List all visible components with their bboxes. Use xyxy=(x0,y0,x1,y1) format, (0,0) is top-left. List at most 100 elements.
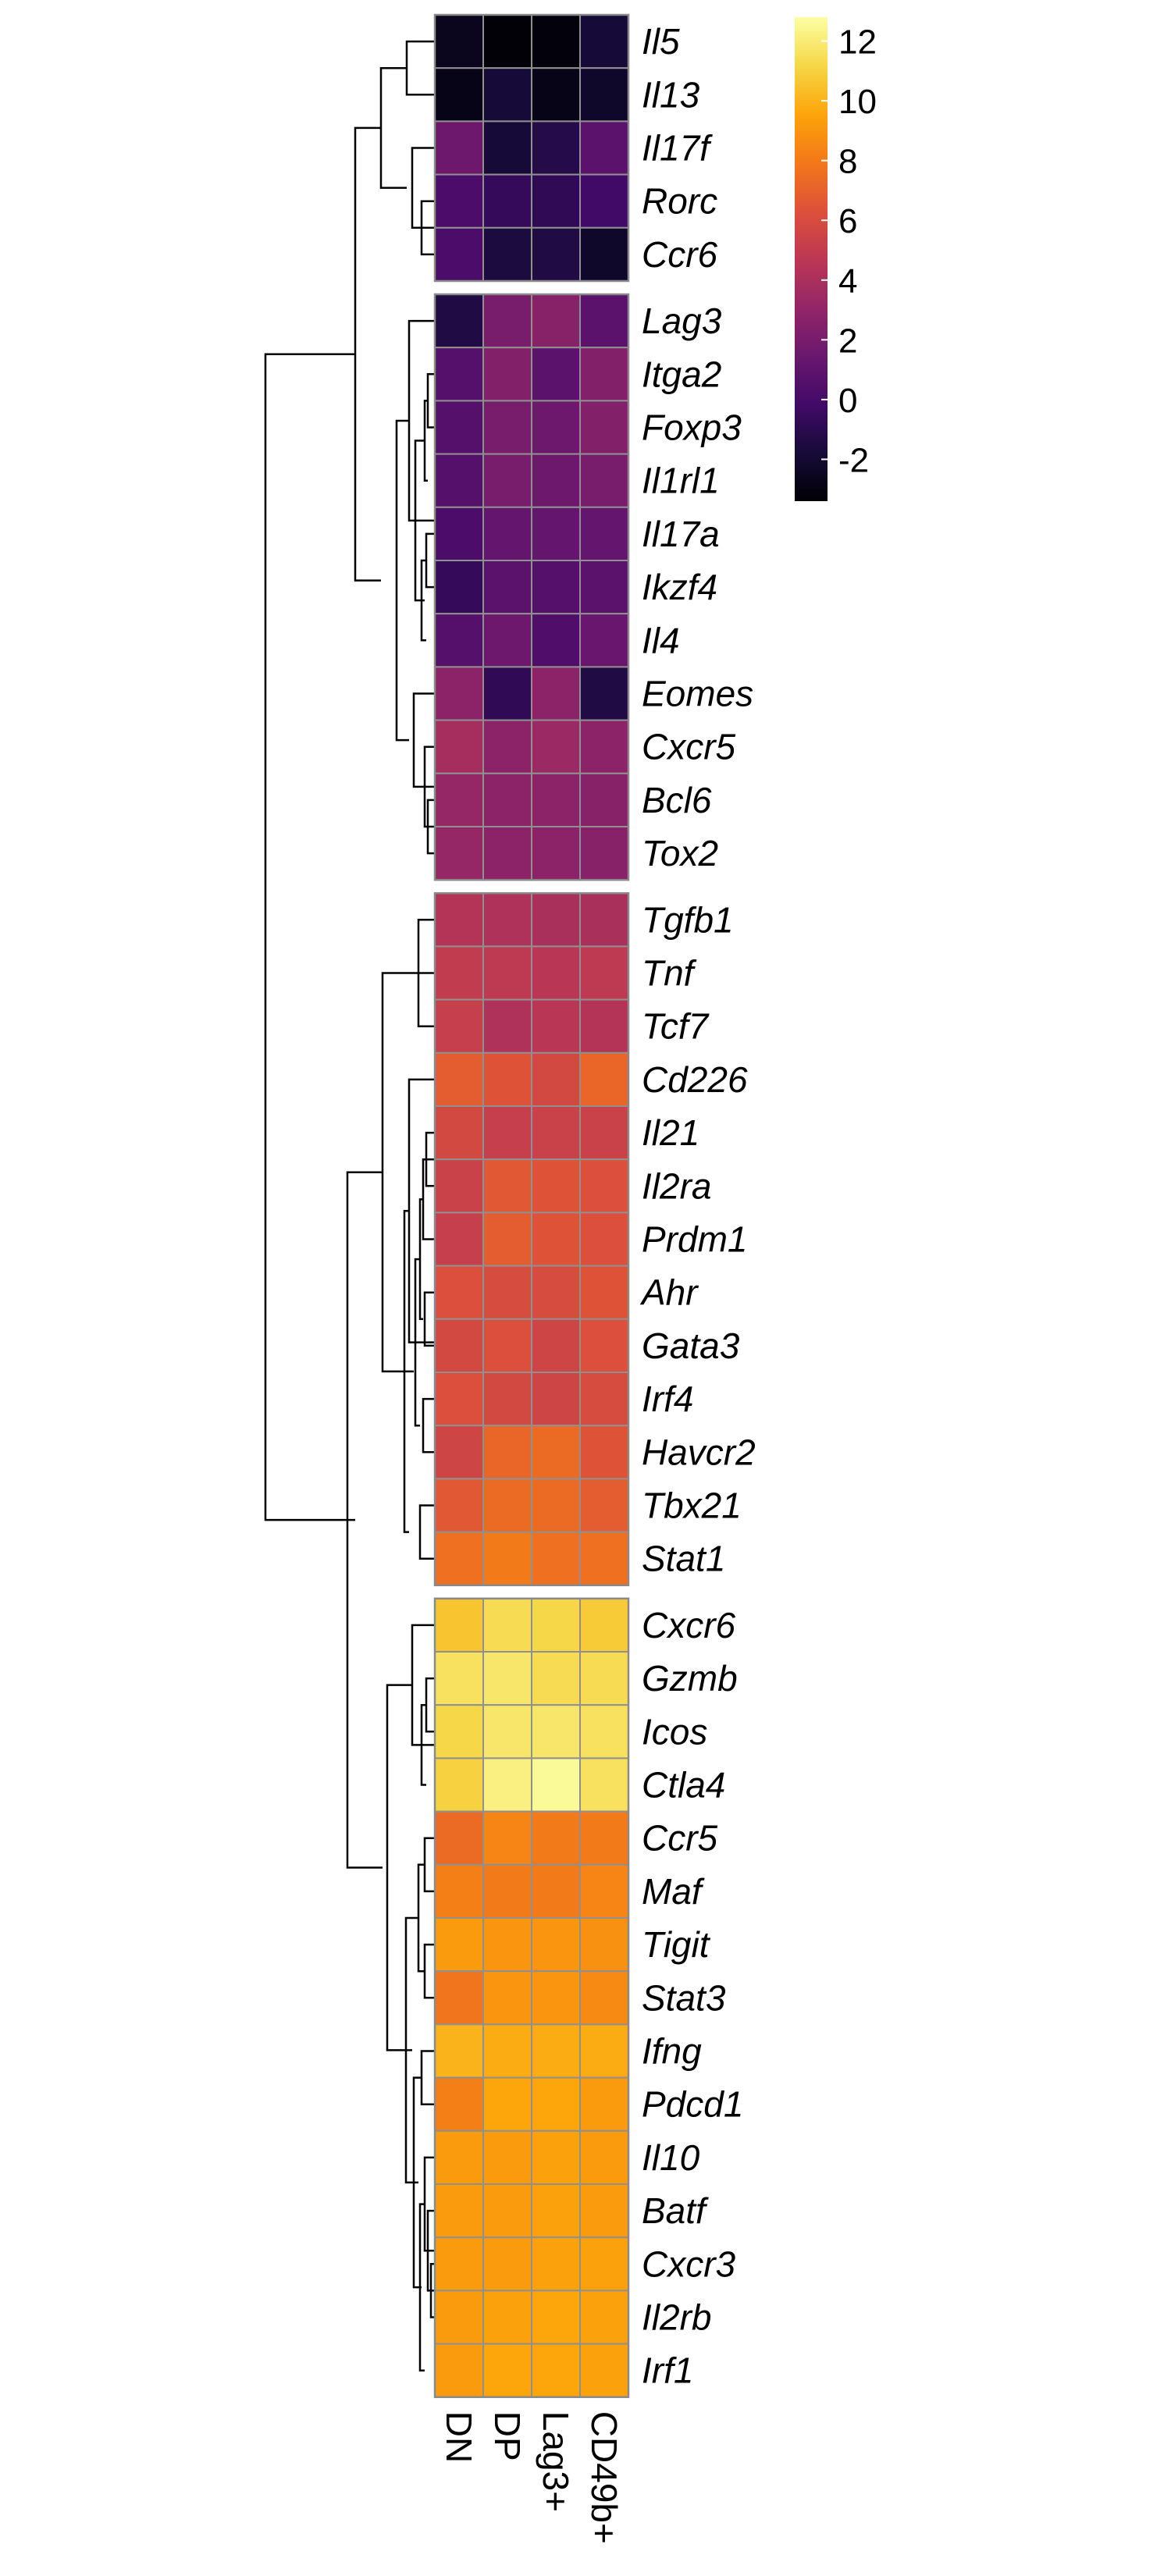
heatmap-cell xyxy=(531,1863,581,1920)
dendrogram-branch xyxy=(422,1158,435,1240)
row-label: Stat3 xyxy=(642,1977,726,2018)
row-label: Havcr2 xyxy=(642,1432,756,1472)
heatmap-cell xyxy=(579,226,629,282)
heatmap-cell xyxy=(531,1597,581,1653)
heatmap-cell xyxy=(434,1704,484,1759)
heatmap-cell xyxy=(579,173,629,229)
heatmap-cell xyxy=(434,772,484,827)
heatmap-cell xyxy=(579,2076,629,2132)
heatmap-cell xyxy=(531,998,581,1054)
heatmap-cell xyxy=(579,120,629,176)
heatmap-cell xyxy=(434,1158,484,1214)
heatmap-cell xyxy=(482,226,532,282)
heatmap-cell xyxy=(434,945,484,1001)
heatmap-cell xyxy=(579,347,629,402)
heatmap-cell xyxy=(482,506,532,561)
heatmap-cell xyxy=(579,666,629,721)
heatmap-cell xyxy=(434,2076,484,2132)
heatmap-cell xyxy=(579,1105,629,1161)
heatmap-cell xyxy=(434,1425,484,1480)
column-label: DP xyxy=(487,2411,528,2461)
heatmap-cell xyxy=(434,120,484,176)
heatmap-cell xyxy=(482,453,532,508)
row-label: Cd226 xyxy=(642,1059,748,1100)
legend-tick-label: 4 xyxy=(838,262,857,301)
heatmap-cell xyxy=(482,1212,532,1267)
color-legend: 12 10 8 6 4 2 0 -2 xyxy=(795,17,877,501)
dendrogram-branch xyxy=(425,532,435,589)
heatmap-cell xyxy=(434,1757,484,1813)
heatmap-cell xyxy=(482,666,532,721)
heatmap-cell xyxy=(531,453,581,508)
row-label: Il10 xyxy=(642,2137,700,2178)
row-labels: Il5 Il13 Il17f Rorc Ccr6 Lag3 Itga2 Foxp3 Il1rl1… xyxy=(639,21,756,2391)
heatmap-cell xyxy=(579,1970,629,2026)
dendrogram-branch xyxy=(408,319,435,522)
heatmap-cell xyxy=(434,14,484,69)
dendrogram-branch xyxy=(379,66,407,189)
column-label: Lag3+ xyxy=(536,2411,576,2512)
heatmap-cell xyxy=(579,1318,629,1374)
heatmap-cell xyxy=(482,2183,532,2239)
row-label: Prdm1 xyxy=(642,1219,747,1260)
heatmap-cell xyxy=(482,613,532,668)
heatmap-cell xyxy=(531,1651,581,1706)
heatmap-cell xyxy=(531,1318,581,1374)
heatmap-cell xyxy=(531,772,581,827)
heatmap-cell xyxy=(482,2343,532,2398)
color-legend-bar xyxy=(795,17,828,501)
heatmap-cell xyxy=(434,1531,484,1586)
heatmap-cell xyxy=(482,1478,532,1533)
heatmap-cell xyxy=(434,1105,484,1161)
heatmap-cell xyxy=(482,67,532,123)
dendrogram-branch xyxy=(423,1837,435,1893)
cluster-block-frames xyxy=(433,13,630,2399)
heatmap-cell xyxy=(579,1651,629,1706)
heatmap-cell xyxy=(482,892,532,948)
heatmap-cell xyxy=(579,1757,629,1813)
heatmap-cell xyxy=(434,2236,484,2292)
heatmap-cell xyxy=(482,1651,532,1706)
heatmap-cell xyxy=(482,347,532,402)
row-label: Eomes xyxy=(642,674,753,714)
row-label: Gzmb xyxy=(642,1658,738,1699)
row-label: Il2ra xyxy=(642,1165,711,1206)
row-label: Il4 xyxy=(642,620,680,660)
row-label: Maf xyxy=(642,1871,705,1912)
heatmap-cell xyxy=(531,2183,581,2239)
dendrogram-branch xyxy=(264,353,355,1521)
row-label: Irf4 xyxy=(642,1379,693,1419)
heatmap-cell xyxy=(531,1970,581,2026)
heatmap-cell xyxy=(482,826,532,881)
heatmap-cell xyxy=(531,1372,581,1427)
heatmap-cell xyxy=(434,453,484,508)
column-label: CD49b+ xyxy=(584,2411,625,2544)
heatmap-cell xyxy=(482,560,532,615)
dendrogram-branch xyxy=(420,2050,435,2105)
heatmap-cell xyxy=(482,2290,532,2345)
legend-tick-label: 8 xyxy=(838,143,857,181)
heatmap-cell xyxy=(482,945,532,1001)
heatmap-cell xyxy=(434,1478,484,1533)
heatmap-cell xyxy=(434,506,484,561)
heatmap-cell xyxy=(482,1757,532,1813)
dendrogram-branch xyxy=(423,1943,435,1999)
heatmap-cell xyxy=(482,1704,532,1759)
heatmap-cell xyxy=(434,719,484,774)
heatmap-cell xyxy=(531,2129,581,2186)
heatmap-cell xyxy=(434,1372,484,1427)
dendrogram-branch xyxy=(411,147,435,229)
row-label: Ccr5 xyxy=(642,1818,718,1859)
heatmap-cell xyxy=(579,613,629,668)
heatmap-cell xyxy=(579,1597,629,1653)
heatmap-cell xyxy=(434,347,484,402)
heatmap-cell xyxy=(434,226,484,282)
heatmap-cell xyxy=(434,998,484,1054)
row-label: Batf xyxy=(642,2190,709,2231)
dendrogram-branch xyxy=(386,1684,412,2051)
row-dendrogram xyxy=(264,40,435,2371)
heatmap-cell xyxy=(434,1597,484,1653)
heatmap-cell xyxy=(434,294,484,349)
heatmap-cell xyxy=(579,1265,629,1320)
row-label: Ctla4 xyxy=(642,1765,725,1806)
